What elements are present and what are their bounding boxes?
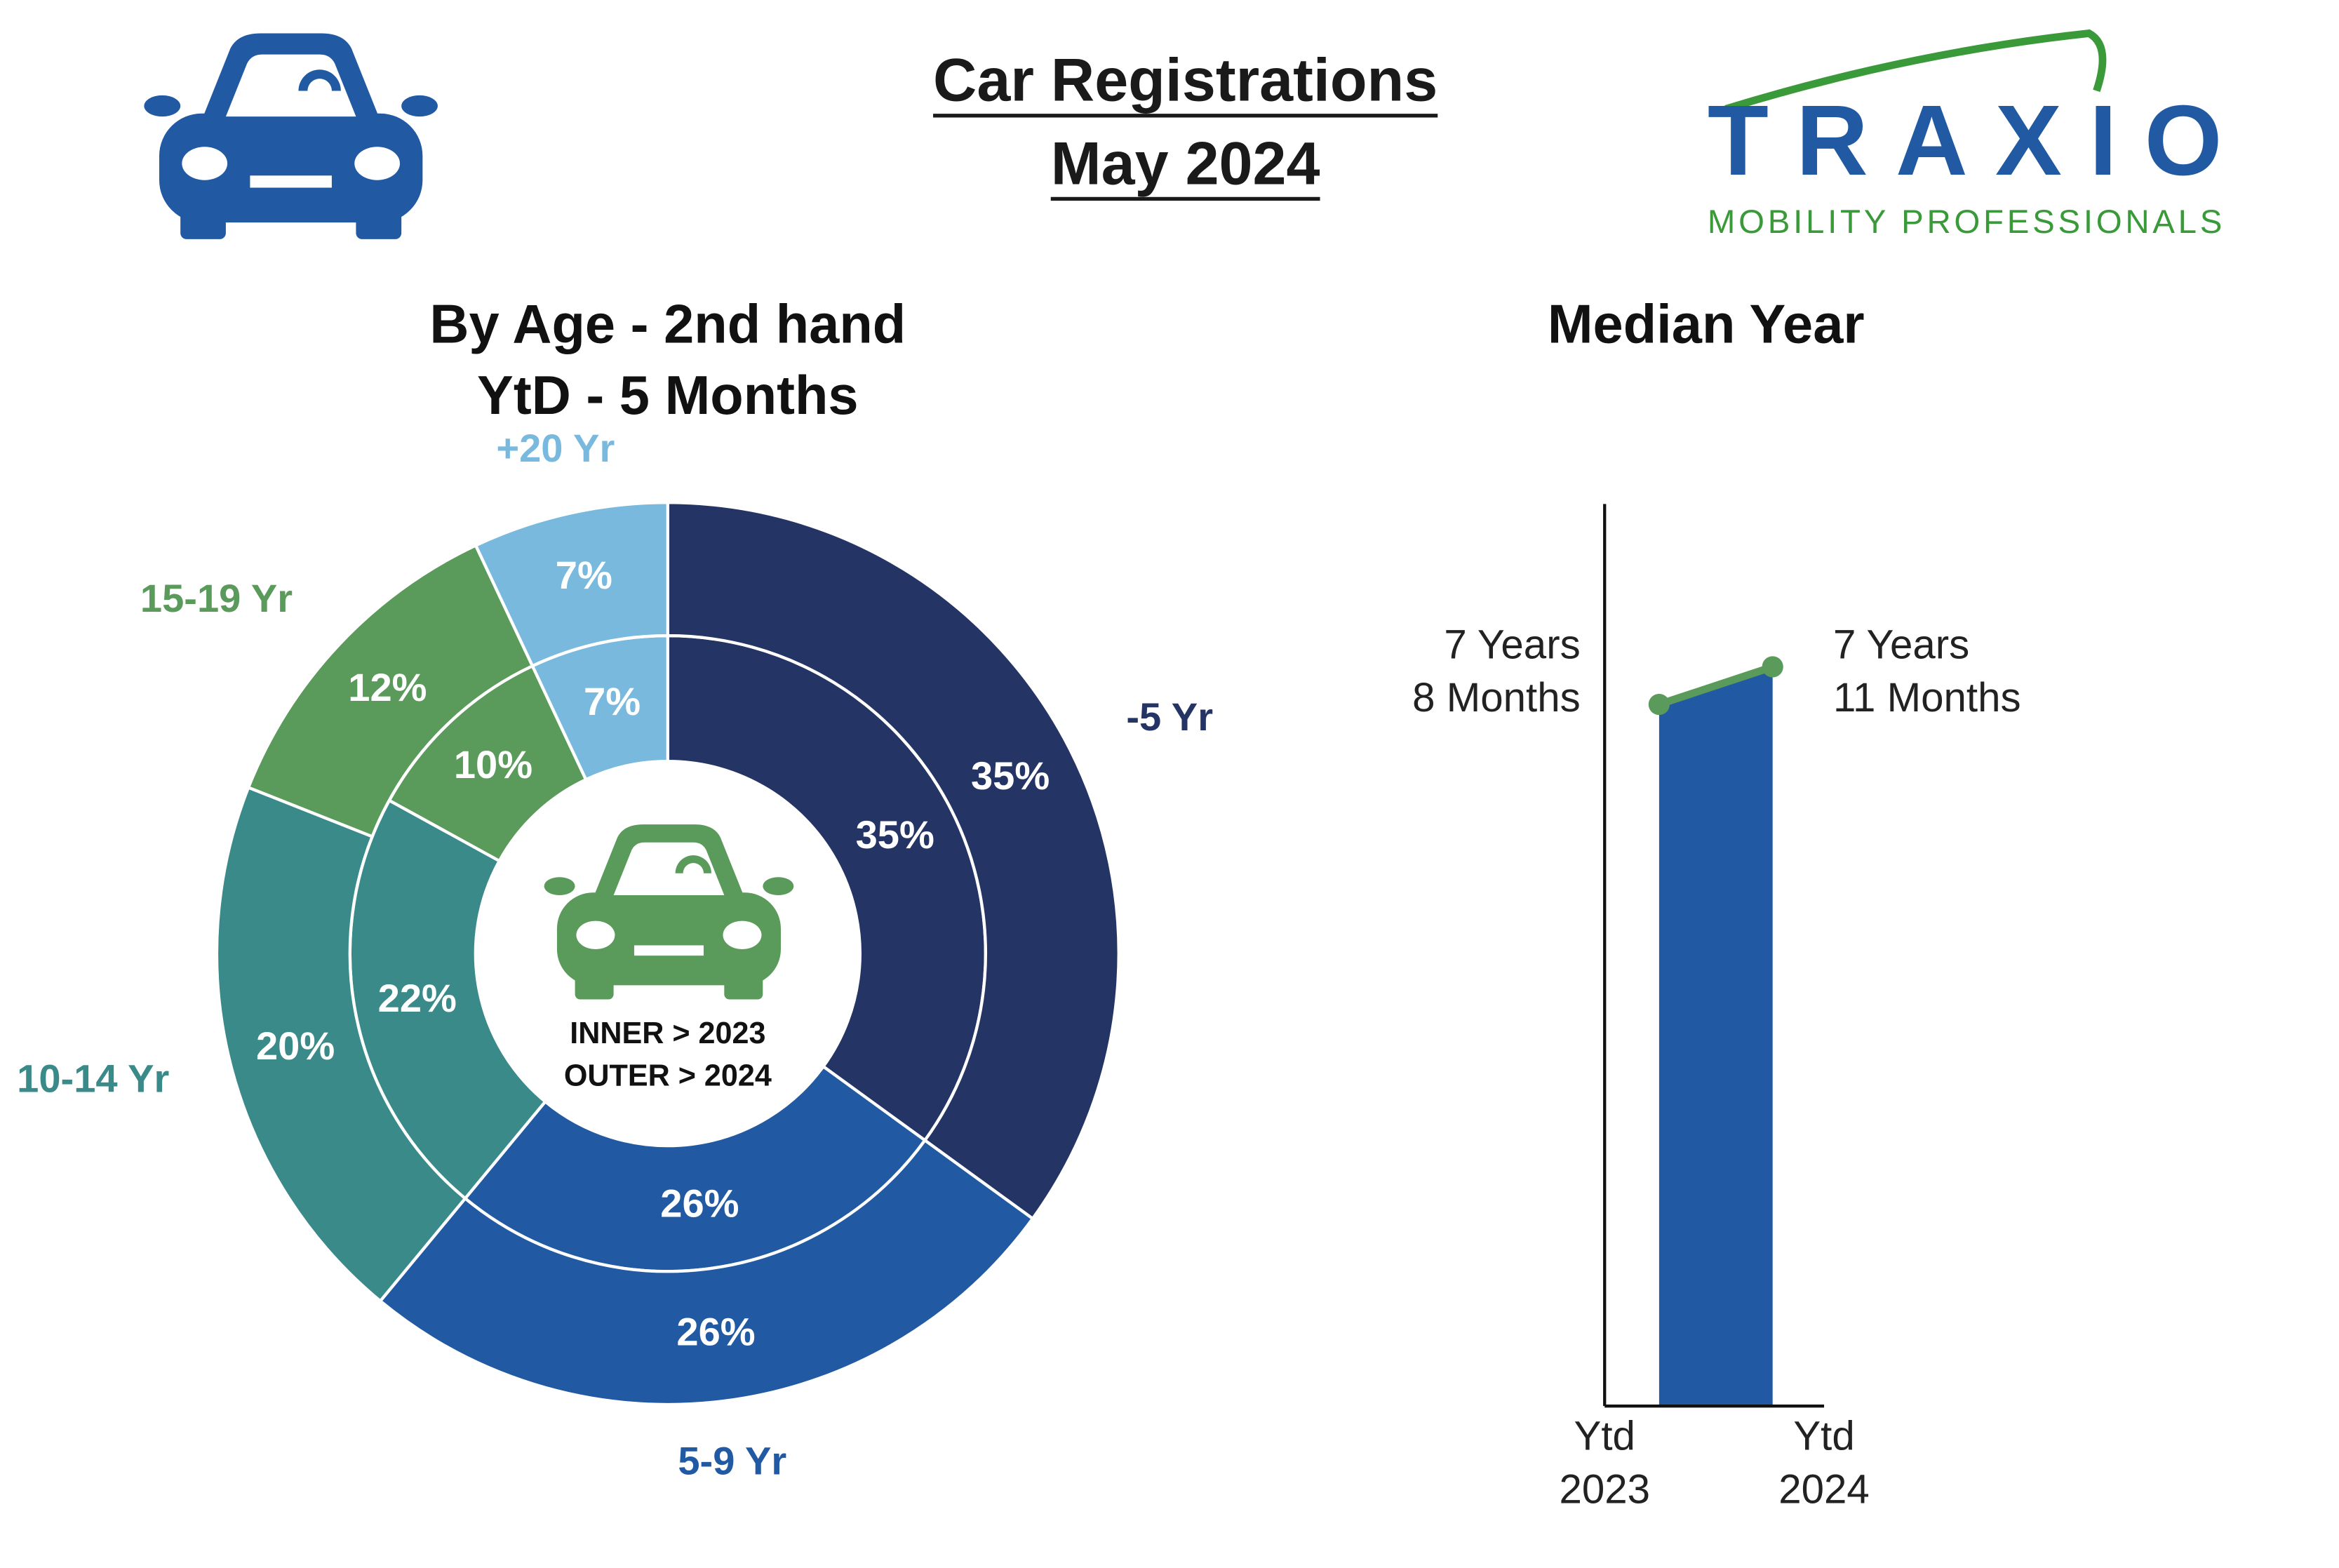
- donut-segment: [378, 1138, 1035, 1407]
- donut-segment: [666, 501, 1120, 1221]
- value-label: 10%: [454, 742, 532, 786]
- value-label: 22%: [378, 976, 457, 1020]
- line: [1658, 663, 1774, 709]
- category-label: -5 Yr: [1126, 695, 1213, 739]
- donut-title: By Age - 2nd hand: [429, 295, 906, 355]
- page-subtitle: May 2024: [1051, 130, 1320, 197]
- value-label: 35%: [971, 753, 1050, 798]
- value-label: 7%: [556, 553, 612, 597]
- donut-segment: [474, 501, 670, 669]
- x-tick-label: Ytd 2024: [1778, 1414, 1870, 1513]
- center-car-icon: [544, 824, 794, 1000]
- outer-note: OUTER > 2024: [564, 1059, 772, 1092]
- value-label: 26%: [660, 1181, 739, 1226]
- logo-swoosh: [1724, 29, 2107, 113]
- point: [1648, 693, 1670, 716]
- car-icon: [144, 33, 438, 239]
- median-chart: 7 Years 8 Months Ytd 2023 7 Years 11 Months Yt…: [1412, 504, 2021, 1513]
- category-label: 10-14 Yr: [17, 1056, 169, 1100]
- category-label: +20 Yr: [496, 426, 615, 470]
- value-label: 20%: [256, 1024, 335, 1068]
- median-title: Median Year: [1548, 295, 1865, 355]
- donut-chart: 35% 26% 22% 10% 7% 35% -5 Yr 26% 5-9 Yr 20% 10-14 …: [17, 426, 1213, 1483]
- category-label: 15-19 Yr: [140, 576, 293, 620]
- point: [1762, 656, 1783, 678]
- value-label: 35%: [856, 812, 934, 857]
- logo-name: TRAXIO: [1708, 85, 2222, 196]
- value-label: 7%: [584, 679, 641, 723]
- donut-segment: [215, 785, 468, 1304]
- x-tick-label: Ytd 2023: [1559, 1414, 1650, 1513]
- page-title: Car Registrations: [933, 47, 1437, 114]
- inner-note: INNER > 2023: [570, 1017, 765, 1050]
- logo-tagline: MOBILITY PROFESSIONALS: [1708, 203, 2222, 241]
- value-label: 26%: [676, 1310, 755, 1354]
- category-label: 5-9 Yr: [678, 1439, 786, 1483]
- value-label: 7 Years 8 Months: [1412, 622, 1581, 721]
- value-label: 12%: [348, 665, 427, 709]
- area: [1658, 666, 1773, 1407]
- donut-subtitle: YtD - 5 Months: [477, 366, 859, 426]
- value-label: 7 Years 11 Months: [1833, 622, 2021, 721]
